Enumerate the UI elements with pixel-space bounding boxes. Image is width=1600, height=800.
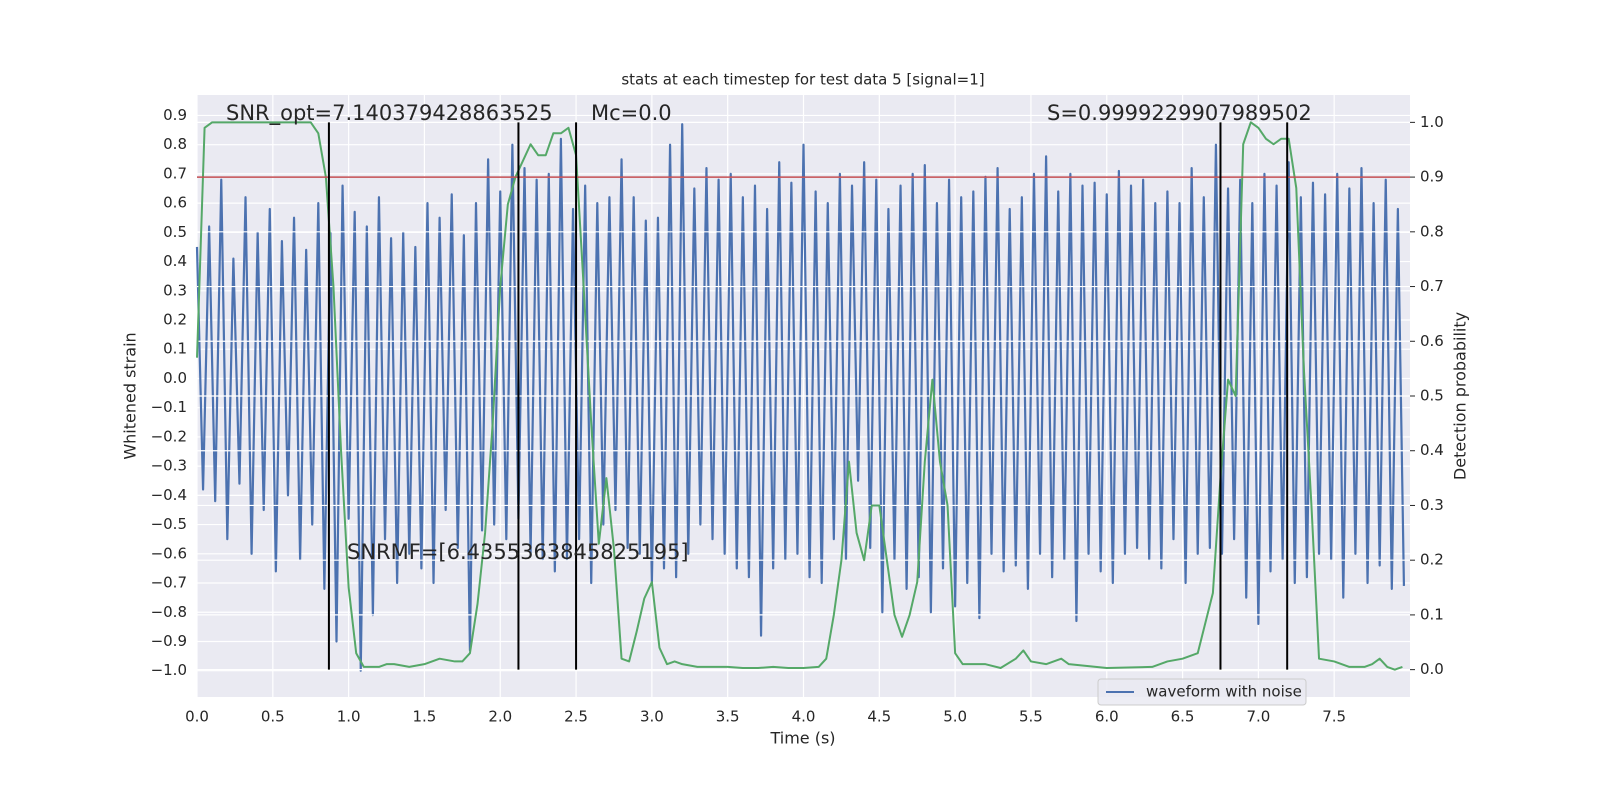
x-axis-label: Time (s) xyxy=(769,729,835,748)
y-tick-label: −0.8 xyxy=(151,603,187,621)
y-tick-label: −0.2 xyxy=(151,427,187,445)
x-tick-label: 7.5 xyxy=(1322,708,1346,726)
x-tick-label: 7.0 xyxy=(1246,708,1270,726)
series-line xyxy=(195,123,1406,672)
legend-label: waveform with noise xyxy=(1146,683,1302,701)
x-tick-label: 1.5 xyxy=(413,708,437,726)
y-tick-label: −0.7 xyxy=(151,574,187,592)
y2-tick-label: 0.7 xyxy=(1420,277,1444,295)
y-tick-label: −0.3 xyxy=(151,457,187,475)
x-tick-label: 1.0 xyxy=(337,708,361,726)
y2-tick-label: 0.3 xyxy=(1420,496,1444,514)
y-tick-label: 0.6 xyxy=(163,194,187,212)
y2-tick-label: 0.9 xyxy=(1420,168,1444,186)
y-tick-label: 0.5 xyxy=(163,223,187,241)
y-tick-label: −0.9 xyxy=(151,632,187,650)
x-tick-label: 0.0 xyxy=(185,708,209,726)
y2-tick-label: 0.1 xyxy=(1420,605,1444,623)
annotation: SNR_opt=7.140379428863525 xyxy=(226,101,553,126)
y-tick-label: 0.3 xyxy=(163,281,187,299)
annotation: SNRMF=[6.4355363845825195] xyxy=(347,540,689,564)
x-tick-label: 4.0 xyxy=(792,708,816,726)
y-tick-label: −1.0 xyxy=(151,661,187,679)
y-tick-label: 0.9 xyxy=(163,106,187,124)
y-tick-label: 0.4 xyxy=(163,252,187,270)
x-tick-label: 0.5 xyxy=(261,708,285,726)
y2-tick-label: 0.0 xyxy=(1420,660,1444,678)
y2-tick-label: 0.4 xyxy=(1420,441,1444,459)
y2-tick-label: 0.5 xyxy=(1420,387,1444,405)
y2-tick-label: 0.6 xyxy=(1420,332,1444,350)
chart-title: stats at each timestep for test data 5 [… xyxy=(621,71,984,89)
annotation: S=0.9999229907989502 xyxy=(1047,101,1312,125)
y-axis-label: Whitened strain xyxy=(121,332,140,459)
annotation: Mc=0.0 xyxy=(591,101,672,125)
y-tick-label: −0.4 xyxy=(151,486,187,504)
x-tick-label: 6.5 xyxy=(1171,708,1195,726)
x-tick-label: 2.0 xyxy=(488,708,512,726)
y2-tick-label: 0.2 xyxy=(1420,551,1444,569)
y-tick-label: 0.0 xyxy=(163,369,187,387)
y-tick-label: −0.5 xyxy=(151,515,187,533)
y-tick-label: 0.7 xyxy=(163,164,187,182)
x-tick-label: 2.5 xyxy=(564,708,588,726)
series-line xyxy=(196,121,1403,671)
x-tick-label: 3.0 xyxy=(640,708,664,726)
y-tick-label: 0.2 xyxy=(163,311,187,329)
y-tick-label: −0.6 xyxy=(151,544,187,562)
y2-tick-label: 0.8 xyxy=(1420,222,1444,240)
x-tick-label: 4.5 xyxy=(867,708,891,726)
y-tick-label: −0.1 xyxy=(151,398,187,416)
x-tick-label: 6.0 xyxy=(1095,708,1119,726)
x-tick-label: 3.5 xyxy=(716,708,740,726)
y-tick-label: 0.1 xyxy=(163,340,187,358)
y2-axis-label: Detection probability xyxy=(1451,312,1470,480)
x-tick-label: 5.0 xyxy=(943,708,967,726)
legend-box xyxy=(1097,678,1307,706)
legend: waveform with noise xyxy=(1097,678,1307,706)
y-tick-label: 0.8 xyxy=(163,135,187,153)
y2-tick-label: 1.0 xyxy=(1420,113,1444,131)
x-tick-label: 5.5 xyxy=(1019,708,1043,726)
